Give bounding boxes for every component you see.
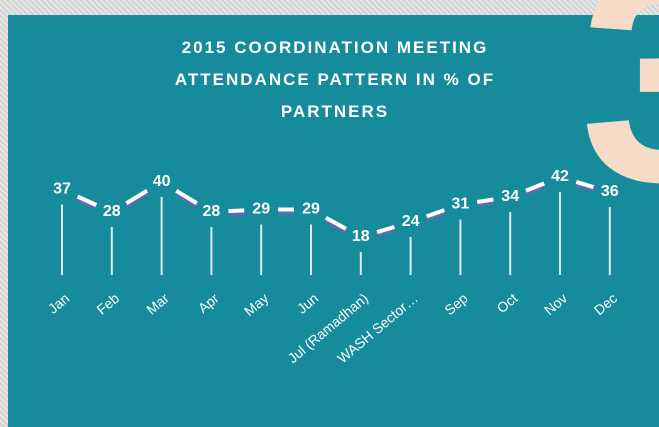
value-label: 24 <box>402 213 420 230</box>
connector <box>477 200 493 202</box>
value-label: 29 <box>252 201 270 218</box>
value-label: 40 <box>153 173 171 190</box>
chart-title: PARTNERS <box>281 102 389 121</box>
value-label: 37 <box>53 181 71 198</box>
value-label: 34 <box>501 188 519 205</box>
chart: 3 2015 COORDINATION MEETING ATTENDANCE P… <box>0 0 659 427</box>
value-label: 28 <box>103 203 121 220</box>
chart-title: 2015 COORDINATION MEETING <box>182 38 489 57</box>
value-label: 36 <box>601 183 619 200</box>
value-label: 29 <box>302 201 320 218</box>
value-label: 18 <box>352 228 370 245</box>
value-label: 42 <box>551 168 569 185</box>
connector <box>228 210 244 211</box>
page: 3 2015 COORDINATION MEETING ATTENDANCE P… <box>0 0 659 427</box>
value-label: 28 <box>203 203 221 220</box>
chart-title: ATTENDANCE PATTERN IN % OF <box>175 70 495 89</box>
value-label: 31 <box>452 196 470 213</box>
badge: 3 <box>580 0 659 244</box>
